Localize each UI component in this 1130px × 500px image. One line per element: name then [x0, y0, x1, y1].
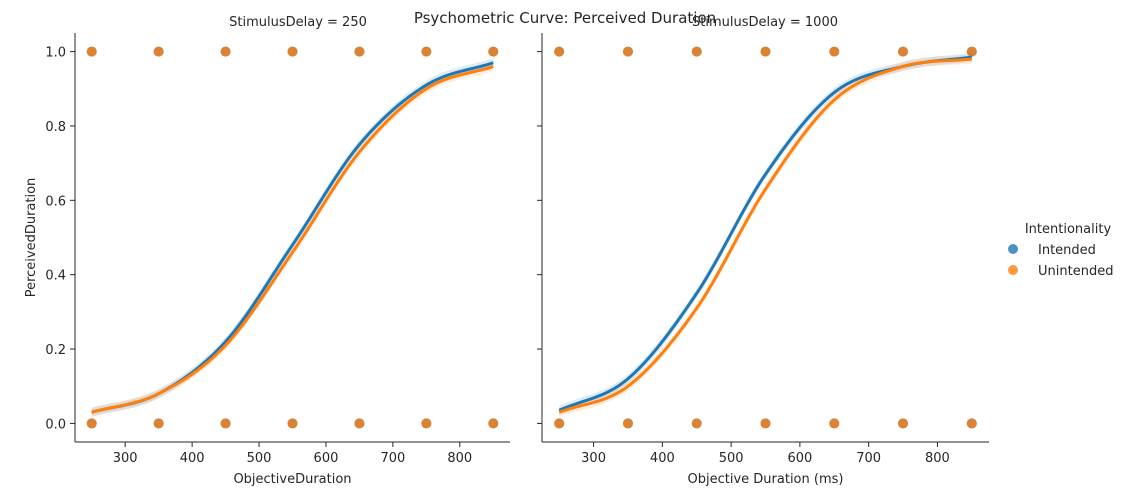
x-tick-label: 500 [719, 451, 744, 466]
data-point-unintended [220, 46, 231, 57]
data-point-unintended [488, 418, 499, 429]
fit-line-intended [91, 61, 494, 414]
fit-line-intended [558, 55, 973, 412]
data-point-unintended [287, 46, 298, 57]
data-point-unintended [691, 46, 702, 57]
data-point-unintended [622, 418, 633, 429]
x-tick-label: 400 [650, 451, 675, 466]
data-point-unintended [554, 46, 565, 57]
y-tick-label: 0.0 [45, 417, 66, 432]
x-tick-label: 700 [380, 451, 405, 466]
data-point-unintended [966, 418, 977, 429]
confidence-band-unintended [91, 62, 494, 417]
legend: Intentionality Intended Unintended [1008, 222, 1113, 279]
data-point-unintended [421, 46, 432, 57]
x-tick-label: 700 [856, 451, 881, 466]
data-point-unintended [421, 418, 432, 429]
data-point-unintended [153, 418, 164, 429]
data-point-unintended [829, 418, 840, 429]
legend-title: Intentionality [1025, 222, 1112, 237]
fit-line-unintended [558, 57, 972, 414]
data-point-unintended [622, 46, 633, 57]
data-point-unintended [287, 418, 298, 429]
fit-line-unintended [91, 65, 494, 414]
data-point-unintended [829, 46, 840, 57]
x-tick-label: 800 [447, 451, 472, 466]
y-tick-label: 0.4 [45, 269, 66, 284]
data-point-unintended [153, 46, 164, 57]
y-tick-label: 0.8 [45, 120, 66, 135]
data-point-unintended [86, 418, 97, 429]
x-tick-label: 600 [314, 451, 339, 466]
confidence-band-intended [91, 58, 494, 417]
facet-title: StimulusDelay = 250 [229, 15, 367, 30]
confidence-band-unintended [559, 54, 972, 417]
data-point-unintended [354, 418, 365, 429]
x-tick-label: 400 [180, 451, 205, 466]
y-tick-label: 0.6 [45, 194, 66, 209]
legend-marker-unintended [1008, 265, 1018, 275]
x-tick-label: 600 [787, 451, 812, 466]
x-tick-label: 300 [113, 451, 138, 466]
data-point-unintended [898, 46, 909, 57]
data-point-unintended [354, 46, 365, 57]
y-tick-label: 0.2 [45, 343, 66, 358]
x-axis-label: Objective Duration (ms) [688, 472, 844, 487]
y-tick-label: 1.0 [45, 46, 66, 61]
data-point-unintended [554, 418, 565, 429]
data-point-unintended [220, 418, 231, 429]
data-point-unintended [488, 46, 499, 57]
facet-panel-2: StimulusDelay = 1000 300 400 500 600 700 800 Ob… [537, 15, 989, 487]
confidence-band-intended [559, 52, 972, 415]
facet-panels: StimulusDelay = 250 300 400 500 600 700 800 0.0… [24, 15, 989, 487]
data-point-unintended [898, 418, 909, 429]
x-axis-label: ObjectiveDuration [233, 472, 351, 487]
y-axis-label: PerceivedDuration [24, 178, 39, 298]
x-tick-label: 300 [581, 451, 606, 466]
legend-label-unintended: Unintended [1038, 264, 1113, 279]
legend-marker-intended [1008, 244, 1018, 254]
data-point-unintended [760, 46, 771, 57]
data-point-unintended [966, 46, 977, 57]
facet-panel-1: StimulusDelay = 250 300 400 500 600 700 800 0.0… [24, 15, 510, 487]
data-point-unintended [86, 46, 97, 57]
facet-title: StimulusDelay = 1000 [692, 15, 838, 30]
data-point-unintended [760, 418, 771, 429]
x-tick-label: 500 [247, 451, 272, 466]
x-tick-label: 800 [925, 451, 950, 466]
legend-label-intended: Intended [1038, 243, 1096, 258]
data-point-unintended [691, 418, 702, 429]
chart-suptitle: Psychometric Curve: Perceived Duration [414, 9, 716, 27]
